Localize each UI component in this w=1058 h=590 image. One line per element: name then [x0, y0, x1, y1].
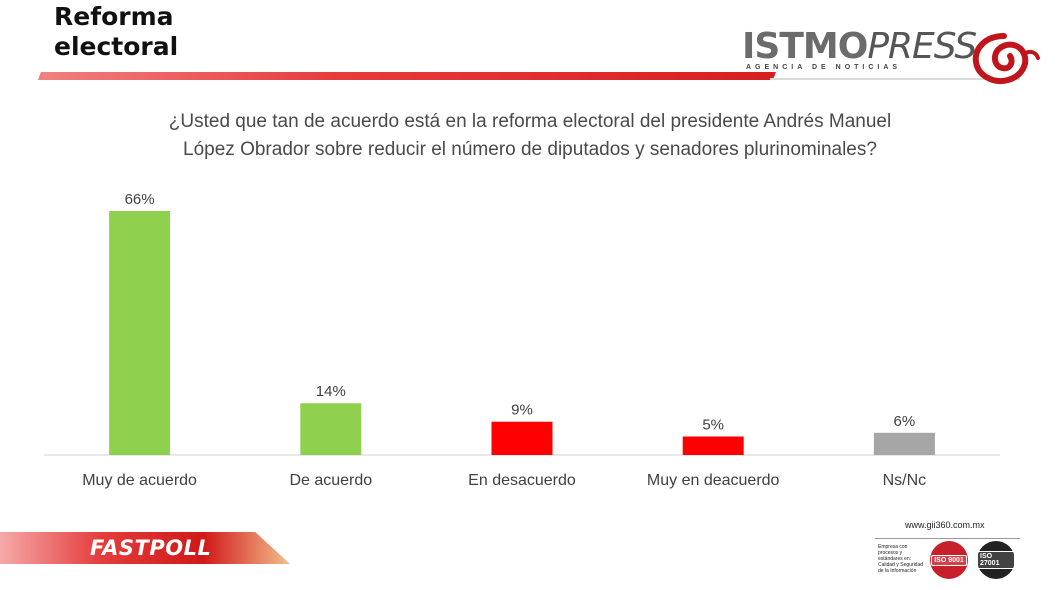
iso-27001-badge-icon: ISO 27001	[977, 541, 1015, 579]
logo-name-part-2: PRESS	[867, 26, 977, 67]
website-url: www.gii360.com.mx	[905, 520, 985, 530]
category-label-3: En desacuerdo	[468, 472, 576, 489]
iso-27001-label: ISO 27001	[977, 551, 1015, 569]
category-label-1: Muy de acuerdo	[82, 472, 197, 489]
fastpoll-banner	[0, 532, 290, 564]
category-label-5: Ns/Nc	[883, 472, 927, 489]
bar-value-label-4: 5%	[702, 417, 724, 434]
page-title-line-2: electoral	[54, 32, 179, 61]
category-label-2: De acuerdo	[289, 472, 372, 489]
bar-1	[109, 211, 171, 455]
page-title: Reforma electoral	[54, 2, 178, 62]
bar-value-label-2: 14%	[316, 383, 346, 400]
istmo-press-logo: ISTMOPRESS AGENCIA DE NOTICIAS	[742, 26, 1042, 96]
category-label-4: Muy en deacuerdo	[647, 472, 780, 489]
bar-3	[491, 421, 553, 455]
bar-value-label-5: 6%	[894, 413, 916, 430]
swirl-logo-icon	[972, 33, 1040, 84]
header-divider	[770, 78, 1020, 80]
iso-9001-label: ISO 9001	[931, 554, 967, 566]
logo-wordmark: ISTMOPRESS	[742, 26, 977, 67]
fastpoll-label: FASTPOLL	[90, 536, 212, 560]
bar-value-label-1: 66%	[125, 191, 155, 208]
cert-divider	[875, 538, 1020, 539]
bar-value-label-3: 9%	[511, 402, 533, 419]
survey-question-line-2: López Obrador sobre reducir el número de…	[183, 139, 877, 160]
bar-2	[300, 403, 362, 455]
logo-name-part-1: ISTMO	[742, 26, 868, 67]
bar-4	[682, 436, 744, 455]
survey-question-line-1: ¿Usted que tan de acuerdo está en la ref…	[168, 111, 892, 132]
survey-question: ¿Usted que tan de acuerdo está en la ref…	[80, 108, 980, 164]
page-title-line-1: Reforma	[54, 2, 174, 31]
cert-description: Empresa con procesos y estándares en: Ca…	[878, 544, 924, 574]
logo-tagline: AGENCIA DE NOTICIAS	[746, 64, 902, 71]
iso-9001-badge-icon: ISO 9001	[930, 541, 968, 579]
bar-5	[873, 432, 935, 455]
